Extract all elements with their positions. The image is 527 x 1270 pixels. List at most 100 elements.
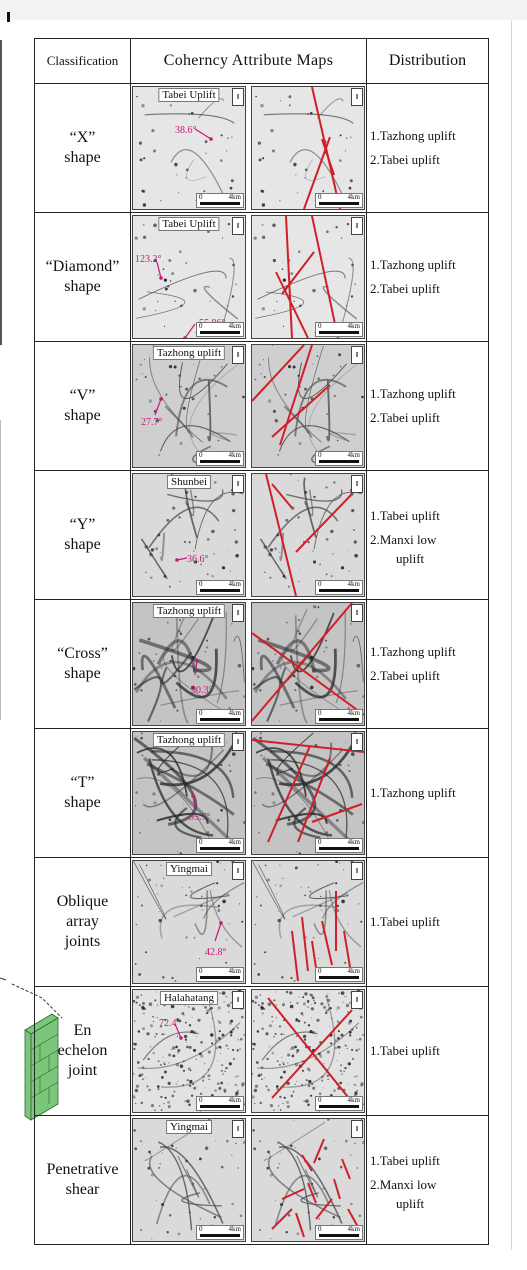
fault-line [295,493,353,553]
distribution-cell: 1.Tabei uplift 2.Manxi low uplift [366,1115,489,1245]
scale-zero: 0 [199,580,203,588]
location-label: Tabei Uplift [158,88,220,102]
classification-text: shape [64,407,101,424]
classification-cell: “X” shape [34,83,131,213]
scale-km: 4km [347,709,360,717]
distribution-text: 1.Tazhong uplift [370,257,456,272]
coherency-map: Halahatang 72.4° ⇑ 0 4km [132,989,246,1113]
distribution-text: uplift [396,1196,425,1211]
north-arrow-icon: ⇑ [351,862,363,880]
angle-arrow [154,398,162,416]
north-arrow-icon: ⇑ [232,475,244,493]
right-rule [511,20,512,1250]
interpreted-fault-map: ⇑ 0 4km [251,86,365,210]
location-label: Tabei Uplift [158,217,220,231]
table-row: En echelon joint Halahatang 72.4° ⇑ 0 4km ⇑ 0 4km 1… [34,986,489,1116]
fault-line [341,1158,351,1180]
coherency-texture [133,1119,245,1241]
fault-line [267,745,311,843]
interpreted-fault-map: ⇑ 0 4km [251,1118,365,1242]
scale-km: 4km [347,967,360,975]
scale-bar: 0 4km [315,322,363,337]
fault-line [265,474,297,596]
fault-line [301,916,309,972]
location-label: Yingmai [166,1120,212,1134]
classification-text: shear [65,1181,100,1198]
scale-bar: 0 4km [315,967,363,982]
scale-bar: 0 4km [196,1096,244,1111]
maps-cell: Yingmai ⇑ 0 4km ⇑ 0 4km [130,1115,367,1245]
location-label: Shunbei [166,475,212,489]
distribution-cell: 1.Tazhong uplift 2.Tabei uplift [366,83,489,213]
fault-line [252,603,353,722]
header-coherency-maps: Coherncy Attribute Maps [130,38,367,84]
interpreted-fault-map: ⇑ 0 4km [251,989,365,1113]
scale-zero: 0 [199,322,203,330]
north-arrow-icon: ⇑ [351,346,363,364]
distribution-text: 2.Tabei uplift [370,281,440,296]
scale-bar: 0 4km [196,580,244,595]
scale-zero: 0 [318,1225,322,1233]
fault-line [267,997,353,1103]
classification-cell: “V” shape [34,341,131,471]
scale-zero: 0 [318,322,322,330]
fault-line [252,739,364,753]
classification-text: array [66,913,99,930]
north-arrow-icon: ⇑ [232,604,244,622]
distribution-cell: 1.Tazhong uplift 2.Tabei uplift [366,341,489,471]
distribution-text: 2.Manxi low [370,1177,437,1192]
fault-line [311,803,363,823]
interpreted-fault-map: ⇑ 0 4km [251,860,365,984]
scale-km: 4km [228,967,241,975]
location-label: Tazhong uplift [152,733,226,747]
scale-bar: 0 4km [196,193,244,208]
top-band [0,0,527,20]
scale-zero: 0 [199,709,203,717]
scale-zero: 0 [318,451,322,459]
classification-text: shape [64,149,101,166]
fault-line [297,757,331,843]
top-mark [7,12,10,22]
angle-arrow [194,128,212,140]
classification-cell: “Cross” shape [34,599,131,729]
scale-bar: 0 4km [315,1225,363,1240]
fault-line [321,138,335,176]
angle-arrow [194,660,198,676]
distribution-text: 2.Tabei uplift [370,410,440,425]
fault-line [315,1198,333,1220]
scale-km: 4km [228,838,241,846]
north-arrow-icon: ⇑ [351,604,363,622]
coherency-map: Yingmai 42.8° ⇑ 0 4km [132,860,246,984]
header-classification: Classification [34,38,131,84]
scale-bar: 0 4km [196,967,244,982]
classification-text: shape [64,278,101,295]
coherency-map: Shunbei 36.6° ⇑ 0 4km [132,473,246,597]
table-row: “Cross” shape Tazhong uplift 90.3° ⇑ 0 4km ⇑ 0 4k… [34,599,489,729]
classification-cell: En echelon joint [34,986,131,1116]
distribution-text: 1.Tabei uplift [370,1043,440,1058]
maps-cell: Tazhong uplift 27.7° ⇑ 0 4km ⇑ 0 4km [130,341,367,471]
coherency-map: Tazhong uplift 95.7° ⇑ 0 4km [132,731,246,855]
scale-bar: 0 4km [196,322,244,337]
classification-cell: Oblique array joints [34,857,131,987]
distribution-text: uplift [396,551,425,566]
angle-label: 38.6° [175,125,197,136]
north-arrow-icon: ⇑ [351,88,363,106]
fault-line [291,930,299,982]
scale-zero: 0 [199,1096,203,1104]
angle-arrow [192,795,196,809]
distribution-cell: 1.Tazhong uplift 2.Tabei uplift [366,212,489,342]
coherency-texture [133,861,245,983]
fault-line [252,632,364,716]
fault-line [271,483,293,509]
scale-km: 4km [228,709,241,717]
scale-zero: 0 [318,838,322,846]
table-row: “T” shape Tazhong uplift 95.7° ⇑ 0 4km ⇑ 0 4km 1.T… [34,728,489,858]
distribution-text: 1.Tazhong uplift [370,128,456,143]
coherency-texture [252,345,364,467]
scale-km: 4km [228,193,241,201]
table-row: Penetrative shear Yingmai ⇑ 0 4km ⇑ 0 4km 1.Tabei… [34,1115,489,1245]
classification-cell: “Y” shape [34,470,131,600]
north-arrow-icon: ⇑ [232,862,244,880]
classification-text: shape [64,665,101,682]
